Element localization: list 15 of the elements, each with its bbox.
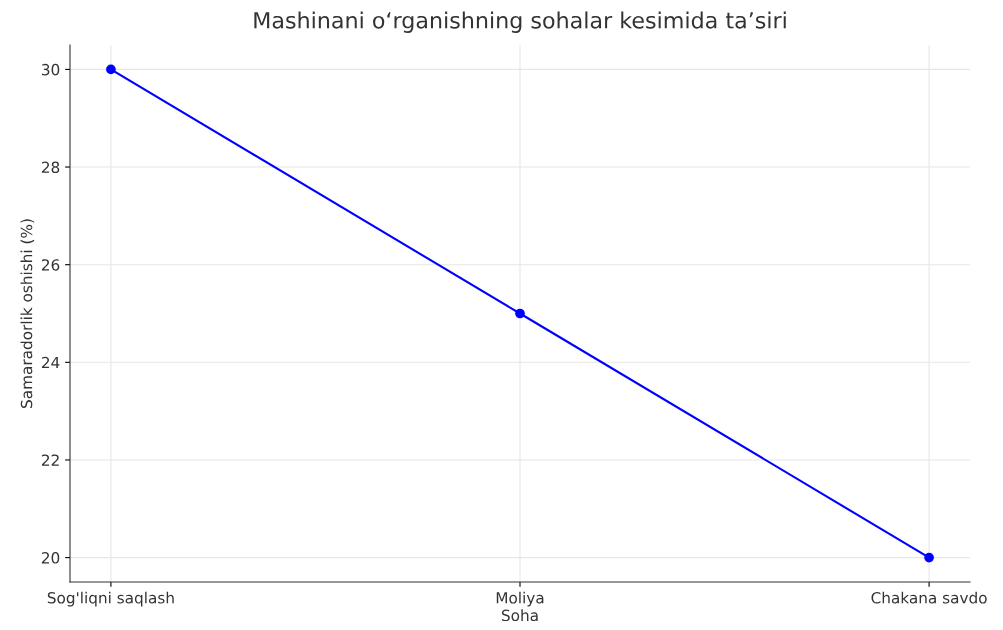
point [515, 308, 525, 319]
y-tick-label: 26 [41, 259, 60, 271]
chart-title: Mashinani oʻrganishning sohalar kesimida taʼsiri [254, 11, 786, 33]
y-tick-label: 20 [41, 552, 60, 564]
x-tick-label: Moliya [496, 591, 544, 607]
y-tick-label: 22 [41, 454, 59, 466]
point [924, 552, 934, 563]
point [106, 64, 116, 75]
y-tick-label: 30 [42, 63, 60, 76]
y-tick-label: 24 [41, 356, 60, 369]
y-axis-title: Samaradorlik oshishi (%) [20, 219, 35, 408]
x-axis-title: Soha [501, 609, 538, 622]
x-tick-label: Chakana savdo [871, 591, 987, 604]
x-tick-label: Sog'liqni saqlash [47, 591, 174, 607]
y-tick-label: 28 [41, 161, 60, 174]
